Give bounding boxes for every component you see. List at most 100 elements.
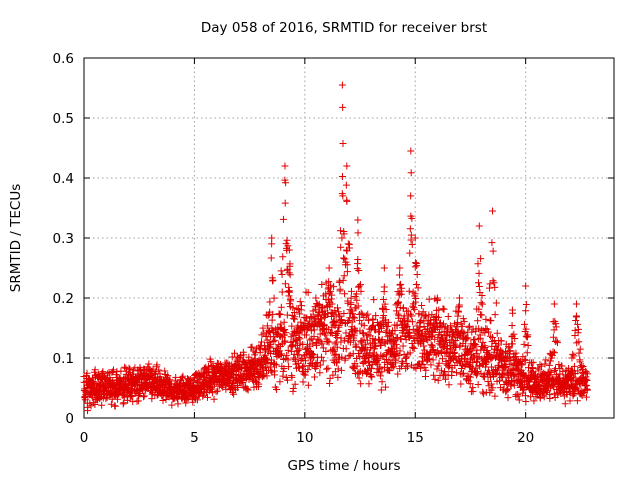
x-axis-label: GPS time / hours <box>287 458 400 474</box>
data-point <box>343 261 351 269</box>
data-point <box>353 362 361 370</box>
data-point <box>576 358 584 366</box>
data-point <box>294 346 302 354</box>
data-point <box>380 311 388 319</box>
data-point <box>520 340 528 348</box>
data-point <box>384 318 392 326</box>
data-point <box>477 326 485 334</box>
data-point <box>573 313 581 321</box>
data-point <box>396 347 404 355</box>
data-point <box>480 345 488 353</box>
data-point <box>315 300 323 308</box>
data-point <box>280 318 288 326</box>
data-point <box>355 282 363 290</box>
data-point <box>269 276 277 284</box>
data-point <box>420 342 428 350</box>
data-point <box>182 399 190 407</box>
data-point <box>489 384 497 392</box>
data-point <box>429 356 437 364</box>
data-point <box>340 254 348 262</box>
data-point <box>293 304 301 312</box>
data-point <box>343 197 351 205</box>
data-point <box>379 295 387 303</box>
data-point <box>527 359 535 367</box>
data-point <box>316 330 324 338</box>
data-point <box>338 172 346 180</box>
data-point <box>343 162 351 170</box>
data-point <box>270 294 278 302</box>
data-point <box>351 314 359 322</box>
data-point <box>321 331 329 339</box>
data-point <box>407 192 415 200</box>
data-point <box>337 227 345 235</box>
data-point <box>214 387 222 395</box>
data-point <box>435 313 443 321</box>
data-point <box>159 396 167 404</box>
data-point <box>530 397 538 405</box>
data-point <box>280 365 288 372</box>
data-point <box>259 324 267 332</box>
data-point <box>285 283 293 291</box>
data-point <box>474 279 482 287</box>
data-point <box>263 372 271 380</box>
data-point <box>91 401 99 409</box>
data-point <box>384 322 392 330</box>
data-point <box>582 368 590 376</box>
data-point <box>119 400 127 408</box>
data-point <box>285 246 293 254</box>
data-point <box>337 243 345 251</box>
data-point <box>310 354 318 362</box>
data-point <box>323 365 331 373</box>
data-point <box>357 380 365 388</box>
data-point <box>412 334 420 342</box>
data-point <box>291 380 299 388</box>
data-point <box>418 301 426 309</box>
data-point <box>306 336 314 344</box>
data-point <box>413 262 421 270</box>
data-point <box>302 345 310 353</box>
data-point <box>278 288 286 296</box>
data-point <box>141 380 149 388</box>
data-point <box>408 214 416 222</box>
data-point <box>352 343 360 351</box>
data-point <box>339 192 347 200</box>
data-point <box>134 374 142 382</box>
data-point <box>407 169 415 177</box>
data-point <box>393 300 401 308</box>
data-point <box>304 289 312 297</box>
data-point <box>501 364 509 372</box>
data-point <box>316 369 324 377</box>
data-point <box>312 306 320 314</box>
data-point <box>488 363 496 371</box>
data-point <box>382 305 390 313</box>
data-point <box>189 398 197 406</box>
data-point <box>357 309 365 317</box>
data-point <box>346 244 354 252</box>
data-point <box>396 335 404 343</box>
data-point <box>286 271 294 279</box>
data-point <box>184 394 192 402</box>
data-point <box>324 364 332 372</box>
data-point <box>419 361 427 369</box>
data-point <box>199 392 207 400</box>
data-point <box>473 358 481 366</box>
data-point <box>388 364 396 372</box>
data-point <box>308 350 316 358</box>
data-point <box>517 379 525 387</box>
data-point <box>397 290 405 298</box>
data-point <box>281 280 289 288</box>
data-point <box>207 358 215 366</box>
x-tick-label: 5 <box>190 430 199 446</box>
data-point <box>281 337 289 345</box>
data-point <box>561 400 569 408</box>
data-point <box>433 365 441 373</box>
data-point <box>440 305 448 313</box>
data-point <box>397 280 405 288</box>
data-point <box>474 335 482 343</box>
data-point <box>558 362 566 370</box>
data-point <box>325 264 333 272</box>
data-point <box>265 344 273 352</box>
data-point <box>328 291 336 299</box>
data-point <box>394 299 402 307</box>
y-tick-label: 0.4 <box>53 171 74 187</box>
